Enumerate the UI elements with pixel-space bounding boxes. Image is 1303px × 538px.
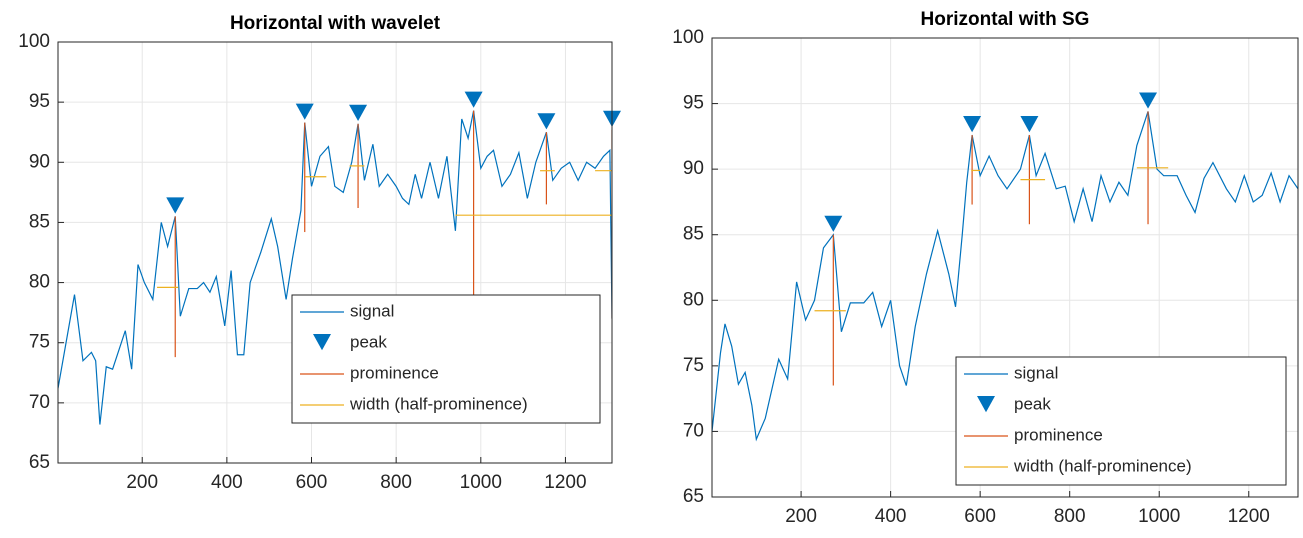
legend-box <box>955 356 1287 486</box>
legend: signal peak prominence width (half-prominen… <box>955 356 1287 486</box>
x-tick-label: 800 <box>380 472 412 493</box>
x-tick-label: 1000 <box>1138 506 1180 527</box>
peak-marker <box>295 103 314 120</box>
legend: signal peak prominence width (half-prominen… <box>291 294 601 424</box>
y-tick-label: 75 <box>29 332 50 353</box>
peak-marker <box>349 104 368 121</box>
x-tick-label: 600 <box>964 506 996 527</box>
y-tick-label: 90 <box>683 158 704 179</box>
axes-box <box>711 37 1299 498</box>
x-tick-label: 400 <box>211 472 243 493</box>
legend-label: prominence <box>350 363 439 382</box>
plot-area <box>712 111 1298 442</box>
legend-label: peak <box>350 332 387 351</box>
legend-label: peak <box>1014 394 1051 413</box>
y-tick-label: 65 <box>29 452 50 473</box>
peak-marker <box>824 215 843 232</box>
y-tick-label: 75 <box>683 355 704 376</box>
peak-marker <box>537 113 556 130</box>
peak-marker <box>963 116 982 133</box>
y-tick-label: 90 <box>29 151 50 172</box>
y-tick-label: 80 <box>683 289 704 310</box>
peak-marker <box>464 91 483 108</box>
subplot: Horizontal with SG 65 70 75 80 85 90 95 100 200 40… <box>672 9 1299 527</box>
signal-line <box>712 111 1298 442</box>
legend-label: signal <box>1014 363 1058 382</box>
x-tick-label: 200 <box>126 472 158 493</box>
signal-line <box>58 110 612 425</box>
x-tick-label: 600 <box>296 472 328 493</box>
x-tick-label: 1200 <box>1228 506 1270 527</box>
y-tick-label: 85 <box>29 211 50 232</box>
peak-marker <box>1020 116 1039 133</box>
legend-marker <box>977 396 995 413</box>
legend-box <box>291 294 601 424</box>
subplot: Horizontal with wavelet 65 70 75 80 85 90 95 100… <box>18 13 621 493</box>
chart-title: Horizontal with wavelet <box>230 13 441 34</box>
chart-title: Horizontal with SG <box>921 9 1090 30</box>
y-tick-label: 95 <box>683 93 704 114</box>
legend-label: signal <box>350 301 394 320</box>
legend-label: prominence <box>1014 425 1103 444</box>
x-tick-label: 1200 <box>544 472 586 493</box>
axes-box <box>57 41 613 464</box>
y-tick-label: 95 <box>29 91 50 112</box>
x-tick-label: 800 <box>1054 506 1086 527</box>
plot-area <box>58 110 612 425</box>
x-tick-label: 200 <box>785 506 817 527</box>
y-tick-label: 85 <box>683 224 704 245</box>
y-tick-label: 65 <box>683 486 704 507</box>
y-tick-label: 80 <box>29 272 50 293</box>
legend-marker <box>313 334 331 351</box>
legend-label: width (half-prominence) <box>1013 456 1192 475</box>
y-tick-label: 100 <box>18 31 50 52</box>
y-tick-label: 70 <box>29 392 50 413</box>
x-tick-label: 400 <box>875 506 907 527</box>
y-tick-label: 70 <box>683 420 704 441</box>
x-tick-label: 1000 <box>460 472 502 493</box>
legend-label: width (half-prominence) <box>349 394 528 413</box>
peak-marker <box>166 197 185 214</box>
peak-marker <box>1139 92 1158 109</box>
y-tick-label: 100 <box>672 27 704 48</box>
